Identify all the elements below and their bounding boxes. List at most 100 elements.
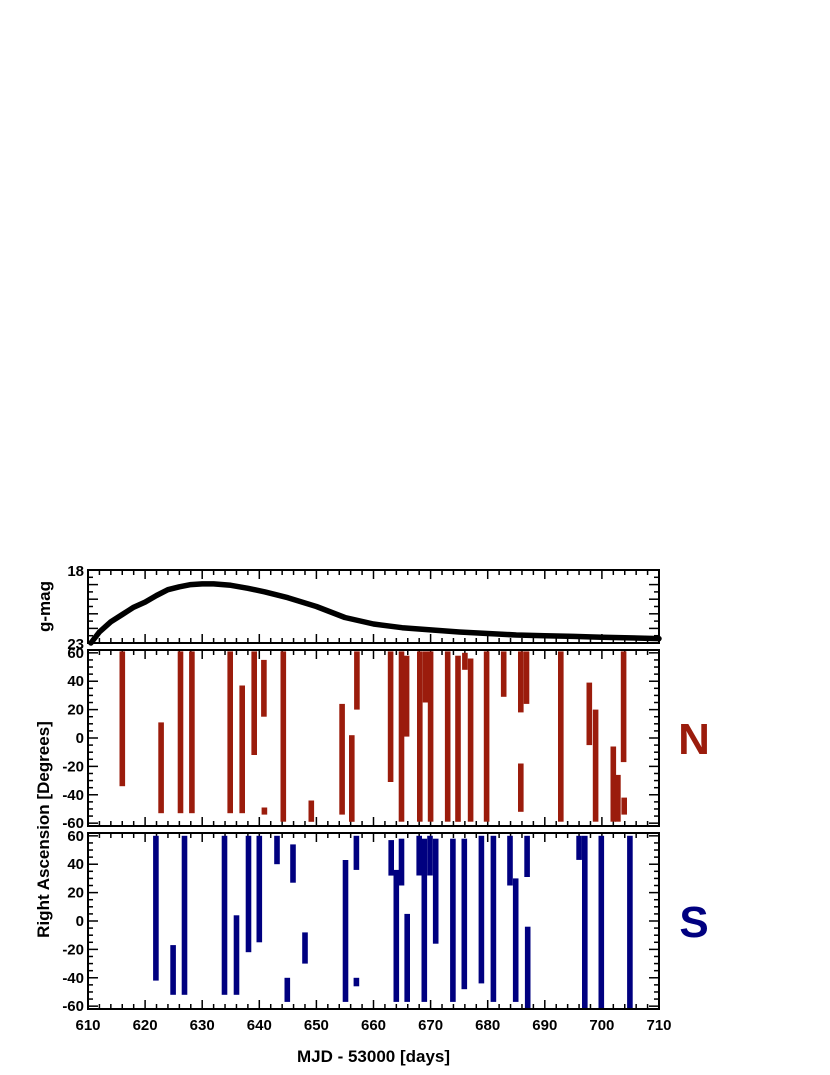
north-ra-bar [349, 735, 355, 822]
north-ra-bar [417, 651, 423, 822]
x-tick-630: 630 [190, 1017, 215, 1034]
north-ra-bar [467, 658, 474, 822]
north-y-tick-minus-40: -40 [62, 787, 84, 804]
south-ra-bar [302, 932, 308, 964]
north-ra-bar [610, 746, 617, 822]
north-y-tick-minus-60: -60 [62, 815, 84, 832]
x-tick-610: 610 [75, 1017, 100, 1034]
x-tick-labels: 610 620 630 640 650 660 670 680 690 700 … [75, 1017, 671, 1034]
south-y-tick-20: 20 [67, 885, 84, 902]
south-ra-bar [233, 915, 240, 995]
north-ra-bar [251, 651, 257, 755]
light-curve-frame [87, 569, 660, 644]
north-ra-bar [620, 651, 627, 763]
north-ra-bar [398, 651, 405, 822]
north-ra-bar [621, 797, 627, 815]
south-ra-bar [388, 840, 394, 876]
south-label: S [679, 898, 708, 947]
south-ra-bar [404, 913, 410, 1002]
north-ra-bar [403, 655, 410, 737]
north-ra-bar [518, 763, 524, 812]
south-ra-bar [524, 835, 530, 877]
north-bars [119, 651, 627, 822]
north-ra-bar [500, 651, 507, 697]
x-tick-620: 620 [133, 1017, 158, 1034]
north-ra-bar [518, 651, 524, 713]
north-ra-bar [339, 703, 345, 815]
g-mag-axis-label: g-mag [35, 581, 54, 632]
south-ra-bar [478, 835, 485, 984]
north-ra-bar [354, 651, 360, 710]
north-ra-bar [427, 651, 434, 822]
north-ra-bar [189, 651, 195, 814]
x-tick-700: 700 [589, 1017, 614, 1034]
north-ra-bar [462, 652, 468, 670]
south-y-tick-40: 40 [67, 856, 84, 873]
north-frame [87, 649, 660, 827]
north-ra-bar [483, 651, 490, 822]
south-ra-bar [416, 835, 422, 876]
x-tick-690: 690 [532, 1017, 557, 1034]
north-ra-bar [261, 659, 267, 717]
south-panel: 60 40 20 0 -20 -40 -60 610 620 630 640 6… [62, 828, 708, 1034]
x-tick-650: 650 [304, 1017, 329, 1034]
north-ra-bar [239, 685, 245, 814]
south-ra-bar [432, 838, 439, 944]
x-tick-640: 640 [247, 1017, 272, 1034]
south-ra-bar [421, 838, 428, 1002]
south-y-tick-60: 60 [67, 828, 84, 845]
x-tick-670: 670 [418, 1017, 443, 1034]
south-bars [153, 835, 633, 1009]
light-curve-panel: 18 23 g-mag [35, 563, 662, 653]
north-ra-bar [177, 651, 184, 814]
south-ra-bar [221, 835, 228, 995]
south-ra-bar [353, 977, 360, 987]
north-ra-bar [158, 722, 164, 814]
south-ra-bar [512, 878, 519, 1002]
south-ra-bar [245, 835, 252, 953]
north-ra-bar [227, 651, 233, 814]
north-y-tick-minus-20: -20 [62, 758, 84, 775]
g-mag-tick-18: 18 [67, 563, 84, 580]
north-y-tick-20: 20 [67, 702, 84, 719]
north-ra-bar [558, 651, 564, 822]
north-ticks [87, 650, 660, 826]
north-ra-bar [455, 655, 461, 822]
south-y-tick-minus-40: -40 [62, 970, 84, 987]
south-ra-bar [450, 838, 456, 1002]
south-y-tick-0: 0 [76, 913, 84, 930]
south-y-tick-labels: 60 40 20 0 -20 -40 -60 [62, 828, 84, 1015]
south-ra-bar [256, 835, 263, 943]
north-ra-bar [615, 774, 621, 822]
north-ra-bar [592, 709, 599, 822]
south-ra-bar [398, 838, 405, 886]
south-frame [87, 832, 660, 1010]
south-ra-bar [170, 945, 176, 995]
north-panel: 60 40 20 0 -20 -40 -60 N [62, 645, 710, 832]
north-ra-bar [280, 651, 287, 822]
south-ra-bar [461, 838, 468, 990]
south-ra-bar [524, 926, 531, 1009]
x-tick-660: 660 [361, 1017, 386, 1034]
south-ra-bar [582, 835, 588, 1009]
south-ra-bar [507, 835, 513, 886]
south-ra-bar [490, 835, 497, 1002]
north-label: N [678, 715, 710, 764]
south-ra-bar [627, 835, 633, 1009]
north-ra-bar [261, 807, 268, 815]
north-y-tick-40: 40 [67, 673, 84, 690]
south-ra-bar [342, 860, 349, 1002]
light-curve-ticks [87, 569, 660, 644]
light-curve-line [88, 581, 662, 646]
north-ra-bar [387, 651, 394, 782]
south-ra-bar [427, 835, 433, 876]
x-tick-680: 680 [475, 1017, 500, 1034]
g-mag-tick-23: 23 [67, 636, 84, 653]
north-y-tick-60: 60 [67, 645, 84, 662]
north-ra-bar [422, 651, 429, 703]
south-ra-bar [576, 835, 582, 860]
south-ra-bar [353, 835, 360, 870]
north-ra-bar [119, 651, 126, 787]
south-ra-bar [181, 835, 188, 995]
